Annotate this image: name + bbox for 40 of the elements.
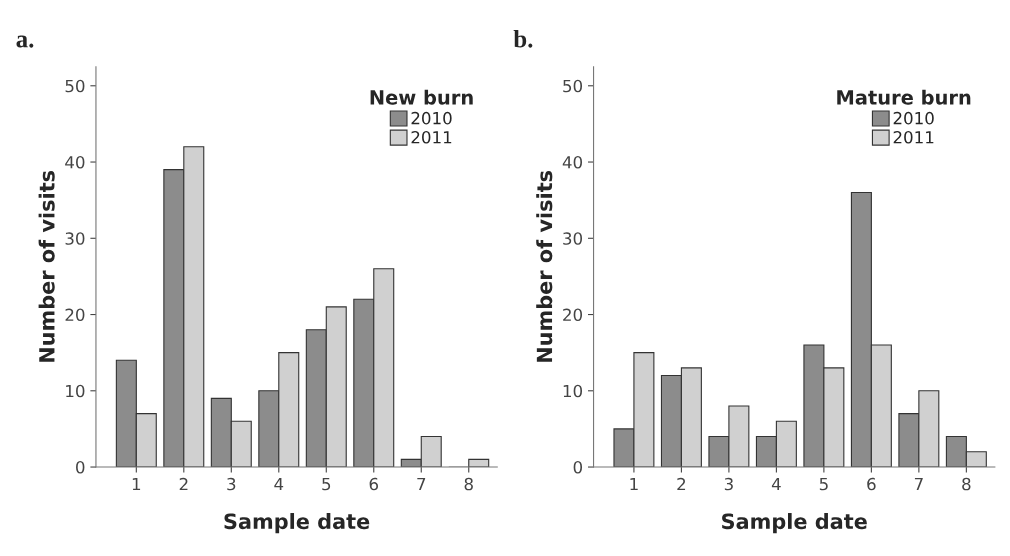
x-tick-label: 2 [179,477,188,491]
x-tick-label: 1 [630,477,638,491]
legend-title: Mature burn [837,89,971,105]
y-tick-label: 50 [65,79,85,93]
y-tick-label: 40 [562,156,583,169]
x-tick-label: 4 [771,477,781,491]
chart-title: a. [16,35,34,48]
x-tick-label: 7 [914,477,923,491]
x-tick-label: 2 [677,477,686,491]
y-tick-label: 0 [573,461,583,474]
legend-label: 2010 [411,111,452,125]
y-tick-label: 10 [66,384,85,398]
y-axis-title: Number of visits [38,170,55,362]
x-tick-label: 5 [322,477,331,491]
x-tick-label: 5 [819,477,828,491]
legend-title: New burn [370,89,473,105]
y-tick-label: 10 [563,384,583,398]
x-axis-title: Sample date [722,513,867,534]
x-tick-label: 7 [417,477,426,491]
x-tick-label: 6 [369,477,379,491]
x-tick-label: 3 [227,477,236,491]
y-tick-label: 40 [65,156,85,169]
x-axis-title: Sample date [224,513,370,534]
y-tick-label: 30 [563,232,583,245]
x-tick-label: 6 [867,477,876,491]
x-tick-label: 8 [464,477,473,491]
y-tick-label: 0 [76,461,85,474]
y-axis-title: Number of visits [536,170,553,362]
x-tick-label: 8 [962,477,971,491]
chart-title: b. [513,29,533,48]
legend-label: 2011 [893,130,934,144]
legend-label: 2010 [893,111,934,125]
y-tick-label: 50 [563,79,583,93]
x-tick-label: 4 [274,477,284,491]
y-tick-label: 30 [65,232,85,245]
y-tick-label: 20 [563,308,583,322]
x-tick-label: 1 [132,477,141,491]
x-tick-label: 3 [724,477,733,491]
legend-label: 2011 [411,130,452,144]
y-tick-label: 20 [65,308,85,322]
